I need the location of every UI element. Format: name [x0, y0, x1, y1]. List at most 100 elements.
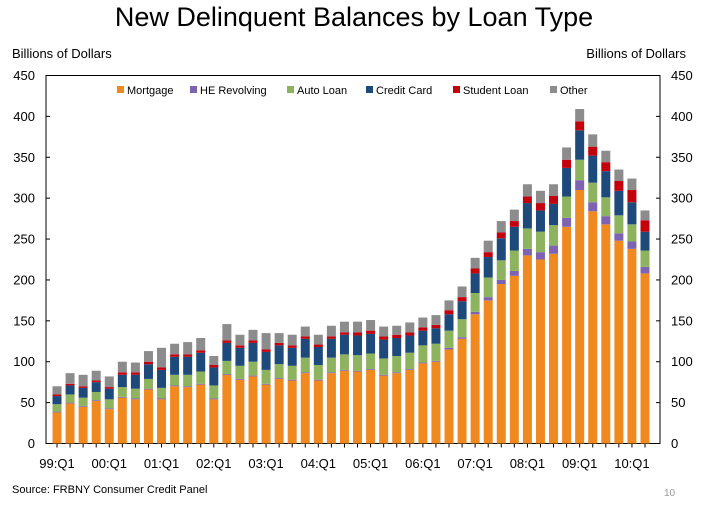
y-tick-label-right-50: 50	[671, 395, 685, 410]
x-tick-label-10-q1: 10:Q1	[614, 456, 649, 471]
bar-segment-mortgage-06-q2	[431, 361, 441, 444]
bar-segment-other-03-q4	[300, 326, 310, 337]
bar-segment-mortgage-02-q1	[209, 399, 219, 444]
bar-segment-student-loan-02-q3	[235, 345, 245, 348]
bar-segment-credit-card-06-q2	[431, 328, 441, 344]
bar-segment-other-03-q3	[287, 334, 297, 346]
bar-segment-student-loan-06-q2	[431, 324, 441, 329]
bar-segment-he-revolving-00-q4	[143, 388, 153, 390]
bar-segment-student-loan-03-q4	[300, 336, 310, 339]
bar-segment-auto-loan-07-q1	[470, 293, 480, 312]
x-tick-label-02-q1: 02:Q1	[196, 456, 231, 471]
bar-segment-auto-loan-03-q4	[300, 357, 310, 373]
bar-segment-credit-card-00-q1	[104, 388, 114, 400]
bar-segment-credit-card-09-q4	[614, 190, 624, 216]
y-tick-label-left-350: 350	[13, 150, 35, 165]
bar-segment-student-loan-99-q1	[52, 394, 62, 397]
bar-segment-other-08-q4	[562, 147, 572, 160]
bar-segment-student-loan-02-q4	[248, 340, 258, 343]
bar-segment-credit-card-10-q1	[627, 202, 637, 225]
bar-segment-auto-loan-03-q2	[274, 364, 284, 379]
bar-segment-credit-card-05-q2	[379, 339, 389, 359]
bar-segment-other-09-q4	[614, 169, 624, 181]
bar-segment-mortgage-00-q1	[104, 409, 114, 444]
bar-segment-other-00-q4	[143, 351, 153, 362]
bar-segment-student-loan-00-q1	[104, 387, 114, 389]
bar-segment-he-revolving-09-q3	[601, 216, 611, 225]
bar-segment-he-revolving-08-q3	[549, 245, 559, 254]
bar-segment-other-01-q2	[170, 343, 180, 355]
bar-segment-student-loan-05-q4	[405, 332, 415, 336]
bar-segment-credit-card-01-q2	[170, 356, 180, 375]
bar-segment-auto-loan-99-q4	[91, 391, 101, 401]
bar-segment-mortgage-09-q3	[601, 224, 611, 444]
bar-segment-student-loan-04-q4	[353, 332, 363, 336]
bar-segment-auto-loan-01-q3	[183, 374, 193, 387]
bar-segment-he-revolving-09-q1	[575, 180, 585, 190]
bar-segment-mortgage-08-q3	[549, 253, 559, 444]
bar-segment-credit-card-04-q1	[313, 347, 323, 365]
bar-segment-student-loan-09-q2	[588, 146, 598, 156]
x-tick-label-00-q1: 00:Q1	[92, 456, 127, 471]
bar-segment-he-revolving-01-q2	[170, 385, 180, 387]
bar-segment-student-loan-05-q1	[366, 330, 376, 334]
bar-segment-credit-card-99-q2	[65, 385, 75, 395]
bar-segment-auto-loan-05-q1	[366, 353, 376, 370]
bar-segment-other-04-q1	[313, 334, 323, 345]
bar-segment-auto-loan-01-q2	[170, 374, 180, 386]
bar-segment-student-loan-06-q1	[418, 327, 428, 331]
bar-segment-mortgage-00-q2	[117, 397, 127, 444]
bar-segment-he-revolving-01-q3	[183, 386, 193, 388]
bar-segment-other-01-q3	[183, 342, 193, 355]
bar-segment-credit-card-03-q2	[274, 345, 284, 365]
bar-segment-student-loan-08-q1	[522, 196, 532, 204]
bar-segment-mortgage-07-q1	[470, 314, 480, 444]
bar-segment-auto-loan-07-q4	[509, 250, 519, 271]
bar-segment-auto-loan-00-q3	[130, 388, 140, 399]
legend-label-student-loan: Student Loan	[463, 85, 528, 97]
bar-segment-auto-loan-07-q3	[496, 260, 506, 280]
bar-segment-student-loan-02-q1	[209, 364, 219, 368]
bar-segment-credit-card-06-q3	[444, 314, 454, 331]
bar-segment-he-revolving-05-q2	[379, 374, 389, 376]
bar-segment-auto-loan-07-q2	[483, 277, 493, 298]
bar-segment-he-revolving-04-q3	[339, 369, 349, 371]
y-tick-label-left-300: 300	[13, 191, 35, 206]
bar-segment-mortgage-09-q1	[575, 189, 585, 444]
bar-segment-he-revolving-99-q2	[65, 402, 75, 404]
bar-segment-credit-card-07-q3	[496, 238, 506, 261]
bar-segment-student-loan-99-q2	[65, 383, 75, 386]
x-tick-label-03-q1: 03:Q1	[248, 456, 283, 471]
bar-segment-auto-loan-08-q1	[522, 228, 532, 249]
bar-segment-student-loan-04-q3	[339, 332, 349, 335]
bar-segment-he-revolving-07-q1	[470, 311, 480, 315]
bar-segment-credit-card-02-q4	[248, 342, 258, 362]
bar-segment-he-revolving-10-q2	[640, 266, 650, 274]
bar-segment-auto-loan-02-q4	[248, 361, 258, 376]
bar-segment-other-05-q3	[392, 325, 402, 335]
bar-segment-mortgage-08-q2	[535, 259, 545, 444]
y-tick-label-left-450: 450	[13, 68, 35, 83]
bar-segment-auto-loan-02-q3	[235, 365, 245, 379]
bar-segment-mortgage-09-q4	[614, 240, 624, 444]
bar-segment-mortgage-05-q4	[405, 369, 415, 444]
bar-segment-auto-loan-09-q3	[601, 197, 611, 217]
bar-segment-mortgage-01-q3	[183, 387, 193, 444]
bar-segment-mortgage-06-q3	[444, 349, 454, 444]
bar-segment-student-loan-99-q3	[78, 386, 88, 388]
bar-segment-auto-loan-04-q1	[313, 364, 323, 380]
bar-segment-student-loan-05-q3	[392, 334, 402, 339]
bar-segment-mortgage-04-q4	[353, 371, 363, 444]
bar-segment-mortgage-10-q2	[640, 273, 650, 444]
bar-segment-he-revolving-06-q3	[444, 347, 454, 350]
bar-segment-student-loan-07-q2	[483, 252, 493, 258]
bar-segment-other-08-q1	[522, 184, 532, 197]
bar-segment-student-loan-08-q2	[535, 203, 545, 211]
bar-segment-mortgage-02-q4	[248, 376, 258, 444]
bar-segment-credit-card-09-q1	[575, 130, 585, 160]
bar-segment-other-06-q2	[431, 315, 441, 325]
bar-segment-he-revolving-06-q4	[457, 337, 467, 339]
bar-segment-credit-card-01-q4	[196, 352, 206, 372]
bar-segment-mortgage-01-q2	[170, 386, 180, 444]
bar-segment-auto-loan-09-q2	[588, 182, 598, 203]
